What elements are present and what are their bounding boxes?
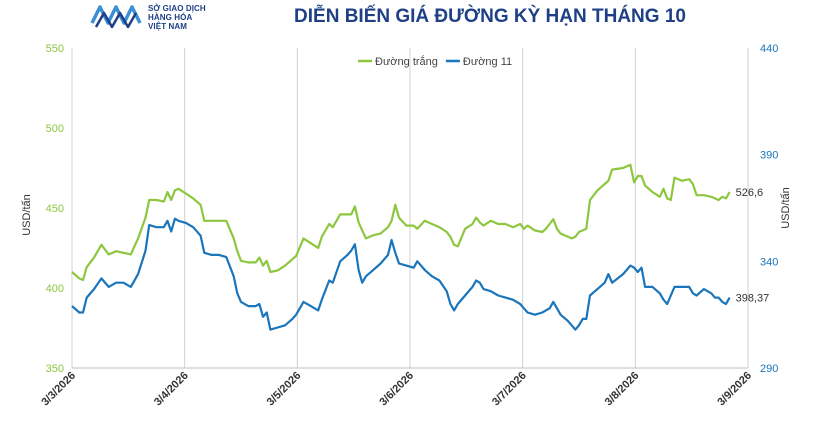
series-line-1 — [71, 163, 731, 282]
axis-x: 3/3/2026 3/4/2026 3/5/2026 3/6/2026 3/7/2026… — [39, 370, 754, 409]
x-tick-label: 3/6/2026 — [377, 370, 416, 409]
y-left-tick-label: 400 — [46, 283, 64, 295]
y-axis-label-left: USD/tấn — [21, 194, 33, 236]
y-right-tick-label: 390 — [760, 150, 778, 162]
y-left-tick-label: 350 — [46, 363, 64, 375]
x-tick-label: 3/3/2026 — [39, 370, 78, 409]
y-right-tick-label: 440 — [760, 43, 778, 55]
y-left-tick-label: 550 — [46, 43, 64, 55]
legend-label-1: Đường trắng — [375, 55, 438, 68]
org-name-line-1: SỞ GIAO DỊCH — [148, 4, 206, 13]
x-tick-label: 3/9/2026 — [715, 370, 754, 409]
org-name-line-2: HÀNG HÓA — [148, 13, 193, 22]
series-end-label-2: 398,37 — [736, 293, 770, 305]
y-left-tick-label: 500 — [46, 123, 64, 135]
org-name-line-3: VIỆT NAM — [148, 22, 188, 31]
x-tick-label: 3/7/2026 — [490, 370, 529, 409]
logo-mark — [90, 5, 142, 29]
legend-label-2: Đường 11 — [463, 56, 512, 68]
x-tick-label: 3/4/2026 — [152, 370, 191, 409]
logo: SỞ GIAO DỊCH HÀNG HÓA VIỆT NAM — [90, 3, 240, 37]
y-axis-label-right: USD/tấn — [780, 187, 792, 229]
legend: Đường trắng Đường 11 — [358, 55, 512, 68]
y-right-tick-label: 340 — [760, 256, 778, 268]
y-left-tick-label: 450 — [46, 203, 64, 215]
grid — [71, 48, 749, 369]
series-line-2 — [71, 217, 731, 331]
y-right-tick-label: 290 — [760, 363, 778, 375]
chart-title: DIỄN BIẾN GIÁ ĐƯỜNG KỲ HẠN THÁNG 10 — [294, 6, 686, 27]
axis-left: 350 400 450 500 550 — [46, 43, 64, 375]
axis-right: 290 340 390 440 — [760, 43, 778, 375]
x-tick-label: 3/5/2026 — [265, 370, 304, 409]
x-tick-label: 3/8/2026 — [603, 370, 642, 409]
series-end-label-1: 526,6 — [736, 187, 764, 199]
series-lines: 526,6 398,37 — [71, 163, 770, 331]
